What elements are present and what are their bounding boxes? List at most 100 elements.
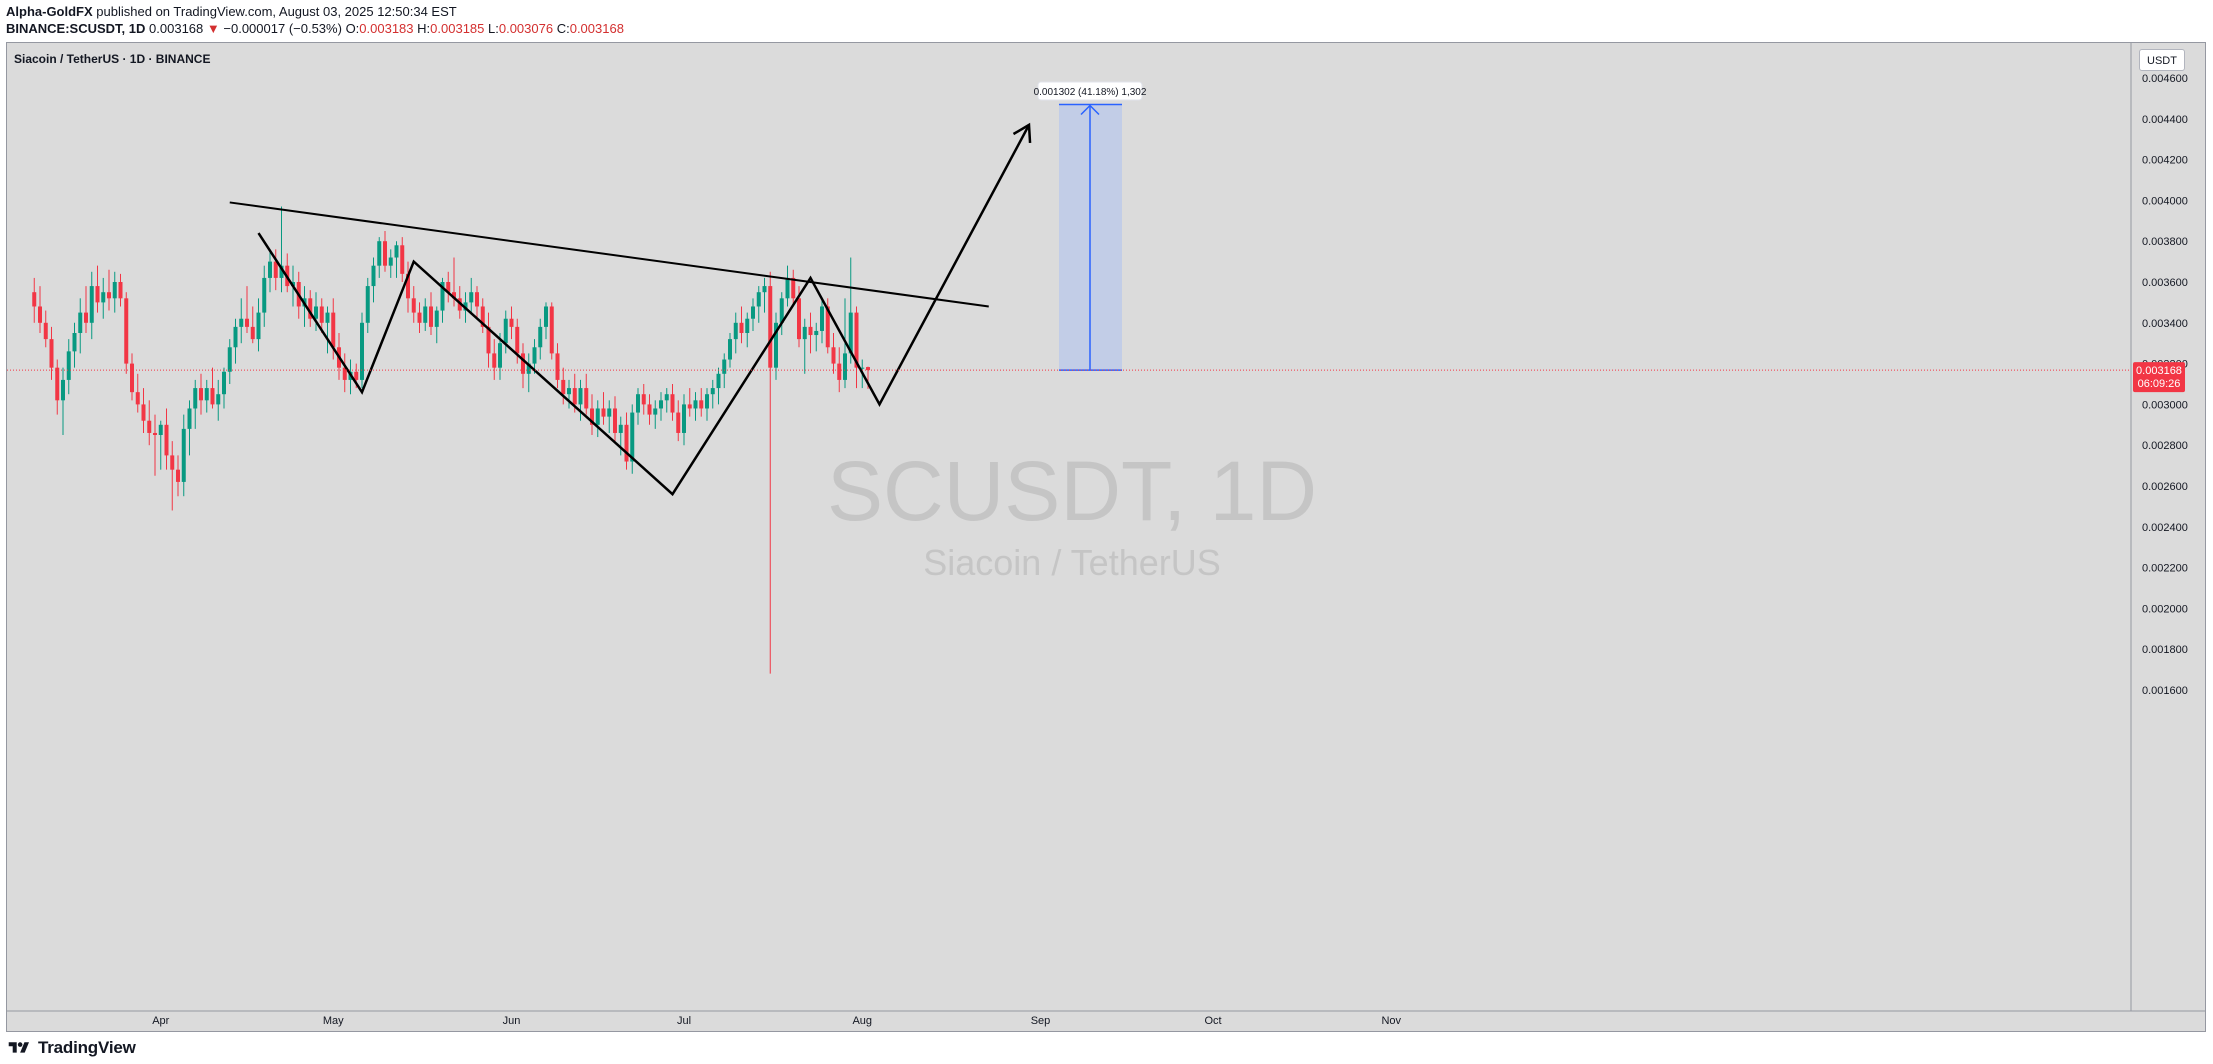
candle[interactable] bbox=[745, 312, 750, 348]
candle[interactable] bbox=[187, 400, 192, 456]
candle[interactable] bbox=[647, 394, 652, 425]
candle[interactable] bbox=[682, 394, 686, 446]
candle[interactable] bbox=[400, 237, 405, 282]
candle[interactable] bbox=[273, 249, 278, 291]
candle[interactable] bbox=[245, 286, 249, 333]
candle[interactable] bbox=[141, 388, 146, 433]
candle[interactable] bbox=[216, 379, 221, 421]
candle[interactable] bbox=[365, 277, 370, 333]
candle[interactable] bbox=[687, 388, 692, 417]
author-name[interactable]: Alpha-GoldFX bbox=[6, 4, 93, 19]
candle[interactable] bbox=[38, 286, 42, 333]
candle[interactable] bbox=[601, 392, 606, 425]
candle[interactable] bbox=[199, 373, 203, 415]
candle[interactable] bbox=[193, 379, 198, 429]
candle[interactable] bbox=[130, 353, 134, 401]
candle[interactable] bbox=[774, 312, 778, 380]
candle[interactable] bbox=[751, 298, 755, 331]
candle[interactable] bbox=[170, 441, 175, 511]
candle[interactable] bbox=[84, 286, 88, 333]
candle[interactable] bbox=[429, 292, 433, 336]
candle[interactable] bbox=[733, 312, 738, 354]
candle[interactable] bbox=[406, 261, 410, 313]
candle[interactable] bbox=[624, 412, 629, 470]
candle[interactable] bbox=[147, 400, 152, 446]
candle[interactable] bbox=[423, 298, 428, 331]
candle[interactable] bbox=[831, 333, 836, 374]
candle[interactable] bbox=[549, 302, 554, 360]
candle[interactable] bbox=[135, 373, 140, 413]
candle[interactable] bbox=[164, 408, 169, 470]
candle[interactable] bbox=[239, 298, 244, 344]
candle[interactable] bbox=[710, 379, 715, 409]
candle[interactable] bbox=[279, 206, 284, 293]
candle[interactable] bbox=[555, 343, 560, 389]
candle[interactable] bbox=[446, 271, 451, 303]
candle[interactable] bbox=[561, 367, 566, 405]
candle[interactable] bbox=[95, 265, 100, 313]
candle[interactable] bbox=[802, 318, 807, 374]
candle[interactable] bbox=[181, 414, 186, 497]
candle[interactable] bbox=[653, 400, 658, 429]
candle[interactable] bbox=[158, 420, 163, 470]
candle[interactable] bbox=[503, 310, 508, 354]
candle[interactable] bbox=[492, 339, 497, 380]
candle[interactable] bbox=[43, 310, 48, 348]
candle[interactable] bbox=[791, 269, 796, 307]
tradingview-footer[interactable]: TradingView bbox=[6, 1038, 136, 1058]
candle[interactable] bbox=[78, 298, 83, 354]
zigzag-pattern[interactable] bbox=[257, 124, 1031, 497]
candle[interactable] bbox=[808, 312, 813, 354]
candle[interactable] bbox=[319, 298, 324, 333]
candle[interactable] bbox=[532, 339, 537, 374]
candle[interactable] bbox=[521, 343, 525, 389]
candle[interactable] bbox=[538, 318, 543, 360]
candle[interactable] bbox=[820, 298, 824, 344]
candle[interactable] bbox=[371, 257, 376, 303]
candle[interactable] bbox=[210, 367, 215, 409]
candle[interactable] bbox=[222, 367, 226, 409]
candle[interactable] bbox=[498, 333, 502, 380]
candle[interactable] bbox=[595, 400, 600, 438]
candle[interactable] bbox=[314, 292, 318, 331]
candle[interactable] bbox=[590, 394, 594, 435]
candle[interactable] bbox=[641, 384, 646, 415]
candle[interactable] bbox=[584, 373, 589, 415]
candle[interactable] bbox=[268, 251, 272, 293]
candle[interactable] bbox=[469, 277, 474, 315]
candle[interactable] bbox=[66, 339, 71, 395]
measure-label[interactable]: 0.001302 (41.18%) 1,302 bbox=[1034, 81, 1147, 101]
candle[interactable] bbox=[722, 353, 727, 389]
candle[interactable] bbox=[526, 353, 531, 393]
candle[interactable] bbox=[716, 367, 721, 405]
candle[interactable] bbox=[440, 277, 445, 323]
candle[interactable] bbox=[55, 359, 60, 415]
candle[interactable] bbox=[360, 312, 364, 389]
candle[interactable] bbox=[785, 265, 790, 307]
candle[interactable] bbox=[176, 455, 180, 497]
candle[interactable] bbox=[377, 237, 382, 278]
candle[interactable] bbox=[480, 298, 485, 333]
candle[interactable] bbox=[814, 322, 819, 352]
candle[interactable] bbox=[153, 414, 157, 476]
candle[interactable] bbox=[670, 384, 675, 421]
candle[interactable] bbox=[227, 339, 232, 384]
candle[interactable] bbox=[233, 318, 238, 364]
candle[interactable] bbox=[256, 298, 261, 352]
candle[interactable] bbox=[705, 388, 709, 421]
candle[interactable] bbox=[848, 257, 853, 364]
currency-button[interactable]: USDT bbox=[2139, 49, 2185, 71]
candle[interactable] bbox=[630, 404, 635, 474]
candle[interactable] bbox=[124, 292, 129, 374]
candle[interactable] bbox=[762, 277, 767, 313]
candle[interactable] bbox=[61, 367, 65, 435]
resistance-trendline[interactable] bbox=[229, 201, 989, 308]
candle[interactable] bbox=[475, 286, 479, 319]
candle[interactable] bbox=[636, 388, 640, 425]
candle[interactable] bbox=[567, 379, 571, 409]
candle[interactable] bbox=[388, 249, 393, 278]
candle[interactable] bbox=[676, 400, 681, 442]
candle[interactable] bbox=[383, 231, 387, 272]
candle[interactable] bbox=[693, 392, 698, 421]
